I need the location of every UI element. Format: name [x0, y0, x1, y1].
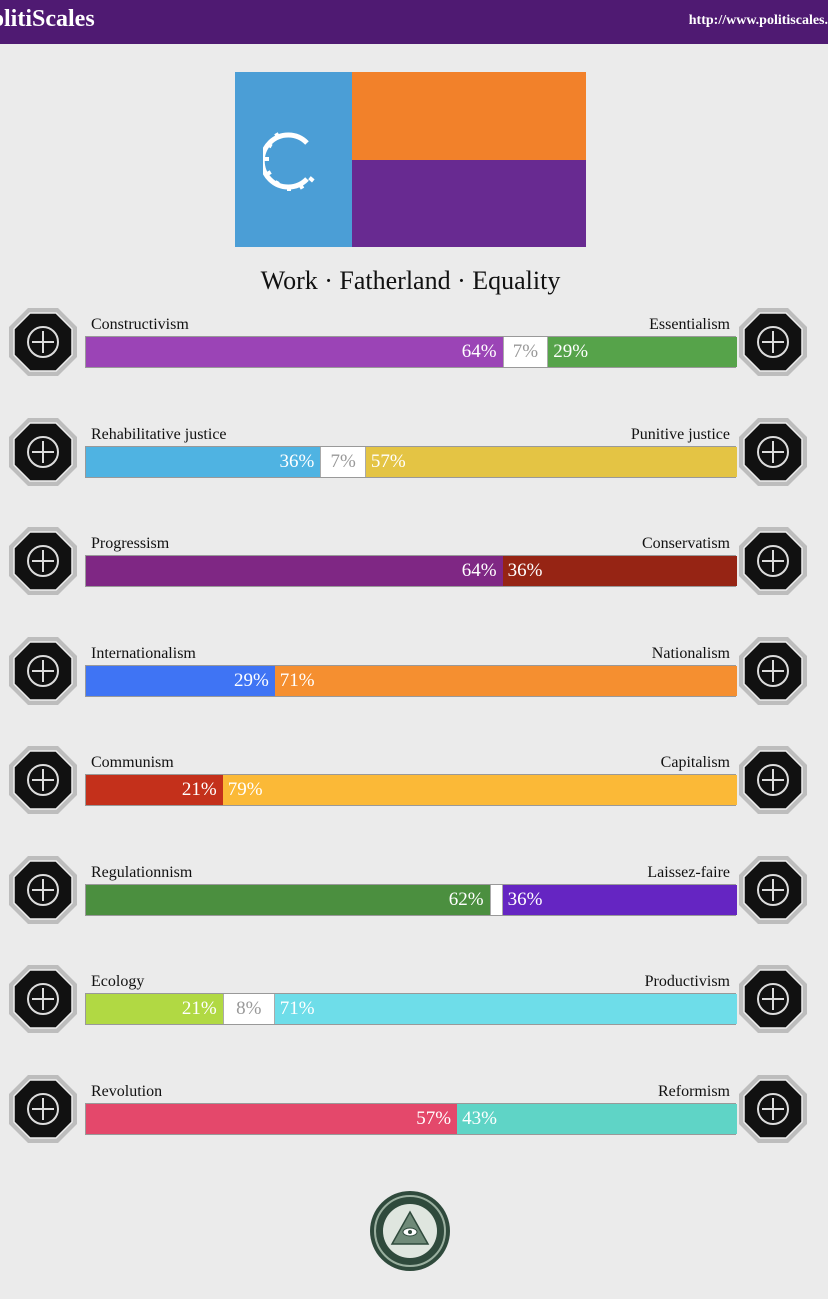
axis-neutral-segment: 7%: [320, 447, 366, 477]
axis-left-label: Revolution: [91, 1083, 163, 1100]
flag-icon[interactable]: [737, 635, 809, 707]
axis-left-label: Regulationnism: [91, 864, 193, 881]
axis-left-segment: 64%: [86, 337, 503, 367]
money-bag-icon[interactable]: [737, 744, 809, 816]
gear-c-icon: [263, 132, 315, 191]
axis-right-label: Punitive justice: [630, 426, 730, 443]
axis-right-label: Productivism: [644, 973, 730, 990]
butterfly-icon[interactable]: [737, 854, 809, 926]
axis-left-label: Progressism: [91, 535, 170, 552]
ballot-icon[interactable]: [737, 1073, 809, 1145]
flag-left-field: [235, 72, 352, 247]
axis-right-label: Reformism: [658, 1083, 730, 1100]
axis-right-label: Conservatism: [642, 535, 730, 552]
axis-left-label: Internationalism: [91, 645, 196, 662]
axis-left-label: Constructivism: [91, 316, 189, 333]
axis-right-segment: 57%: [365, 447, 737, 477]
flag-motto: Work · Fatherland · Equality: [260, 266, 561, 295]
sprout-icon[interactable]: [7, 963, 79, 1035]
flag-bottom-right-field: [352, 160, 586, 247]
axis-right-label: Nationalism: [651, 645, 730, 662]
fist-icon[interactable]: [7, 1073, 79, 1145]
axis-left-label: Ecology: [91, 973, 145, 990]
axis-row: Communism Capitalism 21% 79%: [0, 746, 828, 844]
axis-neutral-segment: [489, 885, 503, 915]
axis-right-segment: 36%: [502, 885, 737, 915]
globe-icon[interactable]: [7, 635, 79, 707]
axis-row: Internationalism Nationalism 29% 71%: [0, 637, 828, 735]
axis-row: Constructivism Essentialism 64% 7% 29%: [0, 308, 828, 406]
result-flag: [235, 72, 586, 247]
axis-bar: 64% 36%: [85, 555, 737, 587]
axis-bar: 21% 8% 71%: [85, 993, 737, 1025]
axis-row: Revolution Reformism 57% 43%: [0, 1075, 828, 1173]
axis-right-segment: 79%: [222, 775, 737, 805]
hammer-sickle-icon[interactable]: [7, 744, 79, 816]
axis-right-segment: 71%: [274, 994, 737, 1024]
axis-right-label: Capitalism: [660, 754, 730, 771]
axis-row: Ecology Productivism 21% 8% 71%: [0, 965, 828, 1063]
axis-right-label: Essentialism: [649, 316, 730, 333]
axis-left-label: Rehabilitative justice: [91, 426, 227, 443]
comet-icon[interactable]: [7, 525, 79, 597]
axis-right-segment: 71%: [274, 666, 737, 696]
axis-row: Regulationnism Laissez-faire 62% 36%: [0, 856, 828, 954]
axis-right-segment: 36%: [502, 556, 737, 586]
axis-left-segment: 36%: [86, 447, 321, 477]
axis-neutral-segment: 8%: [222, 994, 275, 1024]
axis-left-segment: 21%: [86, 775, 223, 805]
axis-right-label: Laissez-faire: [647, 864, 730, 881]
axis-bar: 36% 7% 57%: [85, 446, 737, 478]
axis-left-segment: 21%: [86, 994, 223, 1024]
axis-bar: 29% 71%: [85, 665, 737, 697]
axis-left-label: Communism: [91, 754, 174, 771]
axis-neutral-segment: 7%: [502, 337, 549, 367]
axis-left-segment: 29%: [86, 666, 275, 696]
flower-icon[interactable]: [737, 306, 809, 378]
axis-bar: 64% 7% 29%: [85, 336, 737, 368]
axis-right-segment: 43%: [457, 1104, 737, 1134]
axis-row: Rehabilitative justice Punitive justice 36…: [0, 418, 828, 516]
flag-top-right-field: [352, 72, 586, 160]
site-brand[interactable]: olitiScales: [0, 6, 95, 32]
site-url[interactable]: http://www.politiscales.ne: [688, 13, 828, 28]
handshake-icon[interactable]: [7, 416, 79, 488]
axis-row: Progressism Conservatism 64% 36%: [0, 527, 828, 625]
axis-right-segment: 29%: [548, 337, 737, 367]
axis-left-segment: 57%: [86, 1104, 458, 1134]
top-bar: olitiScales http://www.politiscales.ne: [0, 0, 828, 44]
axis-bar: 62% 36%: [85, 884, 737, 916]
axis-bar: 21% 79%: [85, 774, 737, 806]
ruler-icon[interactable]: [7, 854, 79, 926]
axis-left-segment: 62%: [86, 885, 490, 915]
factory-gear-icon[interactable]: [737, 963, 809, 1035]
eye-pyramid-seal-icon[interactable]: [369, 1190, 451, 1272]
prison-bars-icon[interactable]: [737, 416, 809, 488]
axis-left-segment: 64%: [86, 556, 503, 586]
axis-bar: 57% 43%: [85, 1103, 737, 1135]
quill-icon[interactable]: [737, 525, 809, 597]
eye-icon[interactable]: [7, 306, 79, 378]
